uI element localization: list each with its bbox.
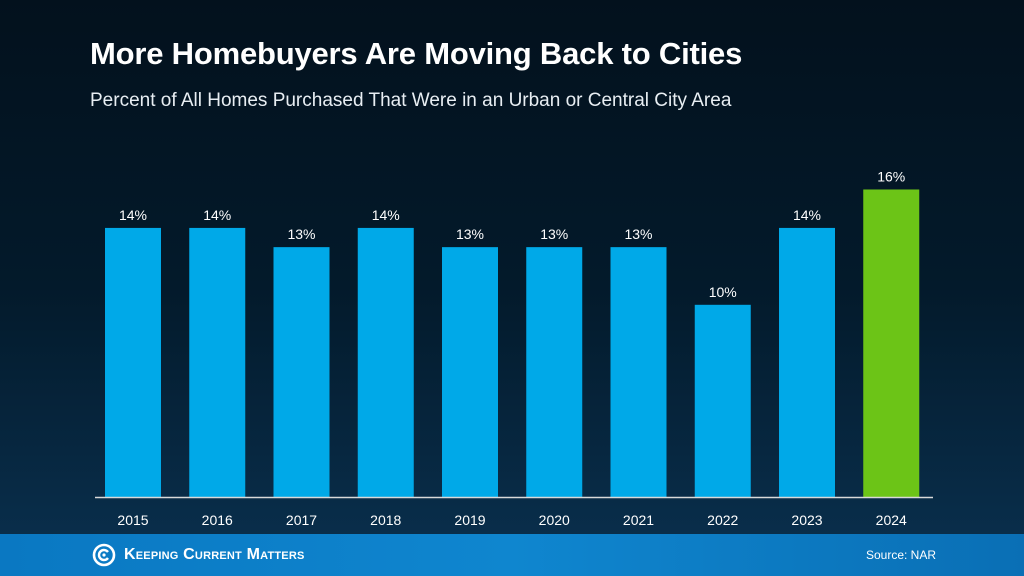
x-tick-label-2017: 2017 <box>286 512 317 528</box>
bar-2021 <box>610 247 667 497</box>
data-label-2016: 14% <box>203 207 231 223</box>
footer-band: Keeping Current Matters Source: NAR <box>0 534 1024 576</box>
data-label-2020: 13% <box>540 226 568 242</box>
data-label-2021: 13% <box>624 226 652 242</box>
bar-2017 <box>273 247 330 497</box>
bar-2019 <box>442 247 498 497</box>
kcm-logo: Keeping Current Matters <box>92 543 305 567</box>
bar-2023 <box>779 227 835 498</box>
chart-title: More Homebuyers Are Moving Back to Citie… <box>90 36 743 71</box>
x-tick-label-2015: 2015 <box>117 512 148 528</box>
x-tick-label-2018: 2018 <box>370 512 401 528</box>
bar-2016 <box>189 227 246 498</box>
data-label-2019: 13% <box>456 226 484 242</box>
bar-2018 <box>357 227 414 498</box>
x-tick-label-2020: 2020 <box>539 512 570 528</box>
x-tick-label-2019: 2019 <box>454 512 485 528</box>
chart-subtitle: Percent of All Homes Purchased That Were… <box>90 90 732 111</box>
x-tick-label-2023: 2023 <box>791 512 822 528</box>
source-note: Source: NAR <box>865 548 936 562</box>
x-tick-label-2022: 2022 <box>707 512 738 528</box>
data-label-2022: 10% <box>709 284 737 300</box>
data-label-2023: 14% <box>793 207 821 223</box>
data-label-2018: 14% <box>372 207 400 223</box>
x-tick-label-2016: 2016 <box>202 512 233 528</box>
x-tick-label-2021: 2021 <box>623 512 654 528</box>
bar-2022 <box>694 304 751 497</box>
data-label-2017: 13% <box>287 226 315 242</box>
swirl-logo-icon <box>92 543 116 567</box>
data-label-2024: 16% <box>877 168 905 184</box>
bar-2015 <box>105 227 161 498</box>
logo-text: Keeping Current Matters <box>124 546 305 563</box>
x-tick-label-2024: 2024 <box>876 512 907 528</box>
bar-2020 <box>526 247 583 497</box>
data-label-2015: 14% <box>119 207 147 223</box>
bar-2024 <box>863 189 920 498</box>
